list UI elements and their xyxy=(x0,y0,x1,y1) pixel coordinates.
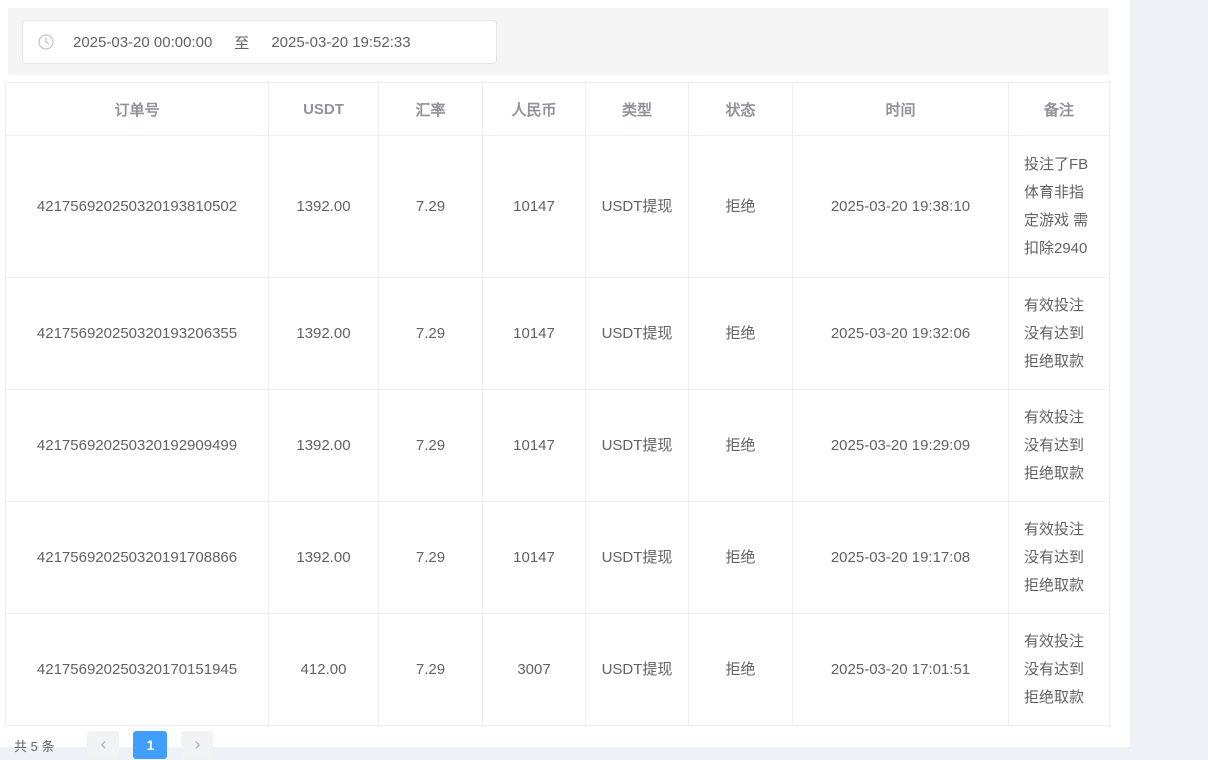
cell-type: USDT提现 xyxy=(585,501,689,614)
next-page-button[interactable]: › xyxy=(181,731,214,759)
cell-time: 2025-03-20 19:29:09 xyxy=(792,389,1009,502)
prev-page-button[interactable]: ‹ xyxy=(87,731,120,759)
cell-order-no: 421756920250320192909499 xyxy=(5,389,269,502)
cell-usdt: 1392.00 xyxy=(268,277,379,390)
pagination-total: 共 5 条 xyxy=(14,738,55,754)
cell-order-no: 421756920250320170151945 xyxy=(5,613,269,726)
cell-time: 2025-03-20 19:38:10 xyxy=(792,135,1009,278)
cell-status: 拒绝 xyxy=(688,135,793,278)
chevron-right-icon: › xyxy=(194,734,201,754)
date-range-separator: 至 xyxy=(234,34,250,52)
table-header-row: 订单号 USDT 汇率 人民币 类型 状态 时间 备注 xyxy=(5,82,1110,136)
cell-time: 2025-03-20 19:32:06 xyxy=(792,277,1009,390)
orders-table: 订单号 USDT 汇率 人民币 类型 状态 时间 备注 421756920250… xyxy=(5,82,1110,726)
chevron-left-icon: ‹ xyxy=(100,734,107,754)
cell-cny: 10147 xyxy=(482,135,586,278)
column-header-status: 状态 xyxy=(688,82,793,136)
cell-rate: 7.29 xyxy=(378,389,483,502)
cell-cny: 10147 xyxy=(482,277,586,390)
cell-type: USDT提现 xyxy=(585,277,689,390)
page-button-1[interactable]: 1 xyxy=(133,731,168,759)
table-row: 421756920250320193810502 1392.00 7.29 10… xyxy=(5,135,1110,278)
cell-order-no: 421756920250320193810502 xyxy=(5,135,269,278)
table-row: 421756920250320170151945 412.00 7.29 300… xyxy=(5,613,1110,726)
cell-remark: 有效投注没有达到拒绝取款 xyxy=(1008,389,1110,502)
cell-status: 拒绝 xyxy=(688,613,793,726)
table-row: 421756920250320192909499 1392.00 7.29 10… xyxy=(5,389,1110,502)
date-range-input[interactable]: 2025-03-20 00:00:00 至 2025-03-20 19:52:3… xyxy=(22,20,497,64)
cell-remark: 投注了FB体育非指定游戏 需扣除2940 xyxy=(1008,135,1110,278)
cell-order-no: 421756920250320191708866 xyxy=(5,501,269,614)
cell-cny: 10147 xyxy=(482,501,586,614)
table-row: 421756920250320193206355 1392.00 7.29 10… xyxy=(5,277,1110,390)
column-header-time: 时间 xyxy=(792,82,1009,136)
content-card: 2025-03-20 00:00:00 至 2025-03-20 19:52:3… xyxy=(0,0,1130,759)
date-end-value: 2025-03-20 19:52:33 xyxy=(271,33,411,51)
cell-order-no: 421756920250320193206355 xyxy=(5,277,269,390)
cell-type: USDT提现 xyxy=(585,389,689,502)
cell-usdt: 412.00 xyxy=(268,613,379,726)
cell-rate: 7.29 xyxy=(378,135,483,278)
column-header-usdt: USDT xyxy=(268,82,379,136)
cell-remark: 有效投注没有达到拒绝取款 xyxy=(1008,277,1110,390)
column-header-type: 类型 xyxy=(585,82,689,136)
cell-time: 2025-03-20 19:17:08 xyxy=(792,501,1009,614)
cell-remark: 有效投注没有达到拒绝取款 xyxy=(1008,501,1110,614)
pagination: 共 5 条 ‹ 1 › xyxy=(14,731,227,759)
cell-rate: 7.29 xyxy=(378,501,483,614)
cell-time: 2025-03-20 17:01:51 xyxy=(792,613,1009,726)
column-header-rate: 汇率 xyxy=(378,82,483,136)
table-row: 421756920250320191708866 1392.00 7.29 10… xyxy=(5,501,1110,614)
date-start-value: 2025-03-20 00:00:00 xyxy=(73,33,213,51)
cell-type: USDT提现 xyxy=(585,135,689,278)
column-header-cny: 人民币 xyxy=(482,82,586,136)
cell-status: 拒绝 xyxy=(688,389,793,502)
column-header-remark: 备注 xyxy=(1008,82,1110,136)
cell-type: USDT提现 xyxy=(585,613,689,726)
cell-usdt: 1392.00 xyxy=(268,501,379,614)
cell-rate: 7.29 xyxy=(378,613,483,726)
clock-icon xyxy=(38,34,54,50)
cell-rate: 7.29 xyxy=(378,277,483,390)
filter-bar: 2025-03-20 00:00:00 至 2025-03-20 19:52:3… xyxy=(8,8,1109,75)
column-header-order-no: 订单号 xyxy=(5,82,269,136)
cell-cny: 10147 xyxy=(482,389,586,502)
cell-usdt: 1392.00 xyxy=(268,135,379,278)
cell-cny: 3007 xyxy=(482,613,586,726)
cell-status: 拒绝 xyxy=(688,277,793,390)
cell-status: 拒绝 xyxy=(688,501,793,614)
cell-usdt: 1392.00 xyxy=(268,389,379,502)
cell-remark: 有效投注没有达到拒绝取款 xyxy=(1008,613,1110,726)
